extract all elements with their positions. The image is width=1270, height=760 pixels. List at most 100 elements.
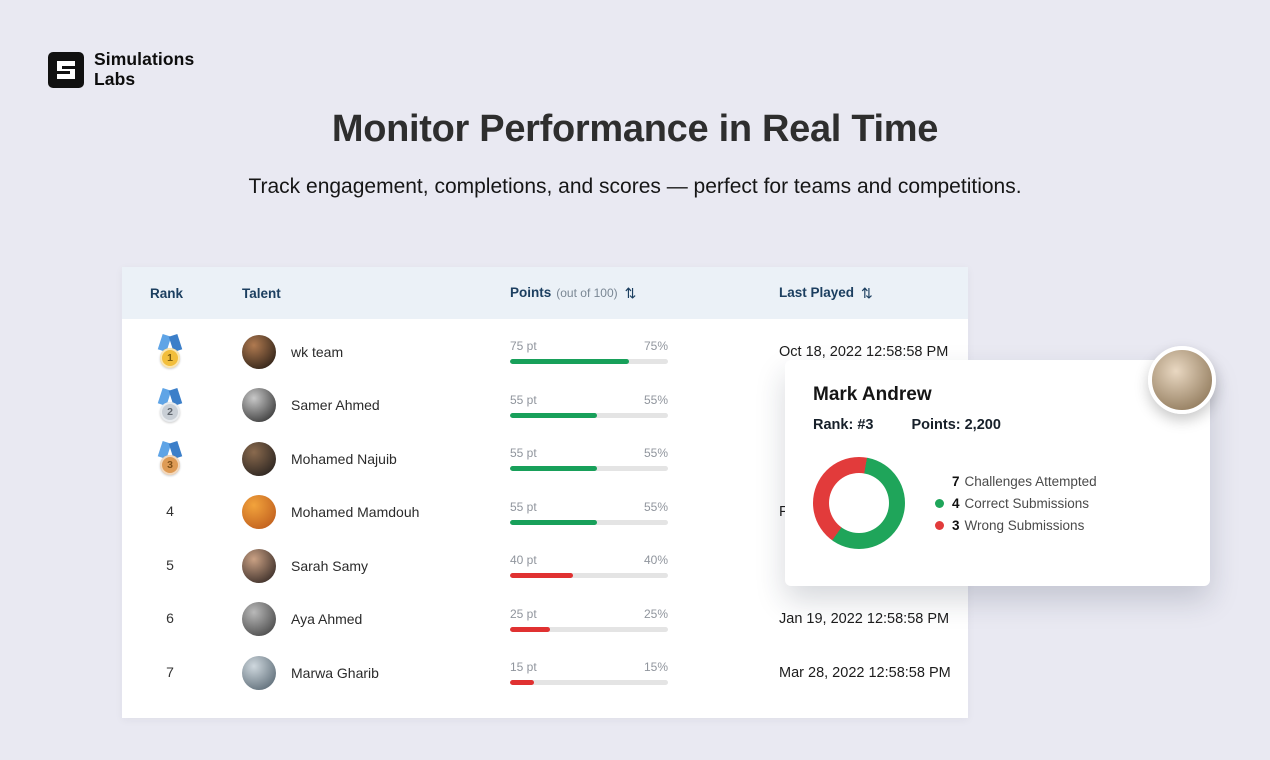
points-cell: 55 pt 55% [510,393,668,418]
medal-rank-number: 2 [160,401,180,422]
profile-stats: Rank: #3 Points: 2,200 [813,417,1182,433]
silver-medal-icon: 2 [158,389,182,422]
talent-cell: Sarah Samy [242,548,510,583]
avatar [242,548,276,583]
talent-name: Mohamed Najuib [291,450,397,467]
medal-rank-number: 3 [160,455,180,476]
profile-avatar [1148,346,1216,414]
donut-chart [813,457,905,549]
talent-name: Samer Ahmed [291,397,380,414]
talent-name: Aya Ahmed [291,611,363,628]
last-played-cell: Oct 18, 2022 12:58:58 PM [779,343,949,360]
profile-rank: Rank: #3 [813,417,874,433]
profile-name: Mark Andrew [813,384,932,405]
percent-label: 55% [643,499,668,514]
progress-bar [510,626,668,632]
percent-label: 15% [643,660,668,675]
brand-name-line1: Simulations [94,49,195,69]
progress-bar [510,573,668,579]
points-cell: 55 pt 55% [510,500,668,525]
talent-cell: Mohamed Mamdouh [242,495,510,530]
rank-cell: 1 [150,335,190,369]
points-cell: 25 pt 25% [510,607,668,632]
brand-logo-text: Simulations Labs [94,49,195,89]
table-row: 6 Aya Ahmed 25 pt 25% Jan 19, 2022 12:58:… [122,593,968,647]
percent-label: 25% [643,606,668,621]
page-subtitle: Track engagement, completions, and score… [248,175,1022,198]
legend-value: 3 [952,517,960,533]
rank-cell: 7 [150,664,190,682]
legend-dot-green [935,498,944,508]
points-label: 75 pt [510,339,537,354]
avatar [242,602,276,637]
table-row: 5 Sarah Samy 40 pt 40% [122,539,968,593]
legend-dot-red [935,520,944,530]
points-header-suffix: (out of 100) [556,286,618,300]
percent-label: 55% [643,392,668,407]
rank-number: 7 [166,663,174,680]
brand-name-line2: Labs [94,68,136,89]
column-header-rank: Rank [150,285,184,301]
talent-cell: wk team [242,334,510,369]
profile-body: 7 Challenges Attempted 4 Correct Submiss… [813,457,1182,549]
legend-label: Challenges Attempted [964,473,1097,489]
rank-number: 6 [166,610,174,627]
column-header-points: Points (out of 100) ⇅ [510,284,779,302]
talent-name: Mohamed Mamdouh [291,504,420,521]
page-title: Monitor Performance in Real Time [331,108,939,150]
points-cell: 75 pt 75% [510,339,668,365]
talent-name: wk team [291,343,344,360]
table-body: 1 wk team 75 pt 75% Oct 18, 2022 12:58:58… [122,319,968,700]
points-cell: 55 pt 55% [510,446,668,472]
column-header-last-played: Last Played ⇅ [779,284,968,302]
table-row: 7 Marwa Gharib 15 pt 15% Mar 28, 2022 12:… [122,646,968,700]
sort-points-button[interactable]: ⇅ [624,285,637,301]
legend-label: Wrong Submissions [964,517,1085,533]
points-label: 55 pt [510,499,537,514]
progress-bar-fill [510,626,550,632]
points-header-label: Points [510,285,552,300]
progress-bar [510,359,668,365]
avatar [242,441,276,476]
avatar [242,655,276,690]
legend-value: 7 [952,473,960,489]
percent-label: 75% [643,339,668,354]
rank-number: 5 [166,556,174,573]
table-row: 1 wk team 75 pt 75% Oct 18, 2022 12:58:58… [122,325,968,379]
progress-bar [510,466,668,472]
progress-bar [510,519,668,525]
progress-bar-fill [510,519,597,525]
sort-last-played-button[interactable]: ⇅ [861,285,873,301]
rank-cell: 5 [150,557,190,575]
percent-label: 40% [643,553,668,568]
table-row: 3 Mohamed Najuib 55 pt 55% [122,432,968,486]
gold-medal-icon: 1 [158,335,182,369]
table-header-row: Rank Talent Points (out of 100) ⇅ Last Pla… [122,267,968,319]
progress-bar [510,680,668,686]
brand-logo: Simulations Labs [48,49,195,89]
talent-cell: Mohamed Najuib [242,441,510,476]
rank-cell: 4 [150,503,190,521]
progress-bar-fill [510,573,574,579]
legend-label: Correct Submissions [964,495,1090,511]
last-played-cell: Jan 19, 2022 12:58:58 PM [779,611,950,628]
avatar [242,388,276,423]
rank-cell: 6 [150,610,190,628]
bronze-medal-icon: 3 [158,442,182,476]
table-row: 2 Samer Ahmed 55 pt 55% [122,379,968,433]
points-label: 25 pt [510,606,537,621]
progress-bar [510,412,668,418]
points-label: 40 pt [510,553,537,568]
talent-cell: Samer Ahmed [242,388,510,423]
hero-section: Monitor Performance in Real Time Track e… [0,108,1270,199]
points-label: 55 pt [510,446,537,461]
rank-cell: 3 [150,442,190,476]
points-label: 55 pt [510,392,537,407]
medal-rank-number: 1 [160,348,180,369]
points-label: 15 pt [510,660,537,675]
legend-value: 4 [952,495,960,511]
talent-name: Marwa Gharib [291,664,379,681]
column-header-talent: Talent [242,285,281,301]
avatar [242,334,276,369]
